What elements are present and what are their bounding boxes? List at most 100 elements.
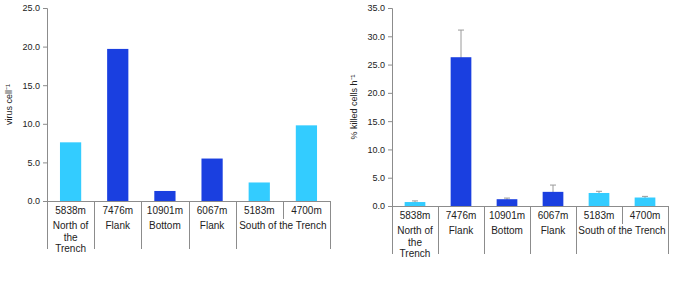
tick-mark — [43, 47, 47, 48]
tick: 20.0 — [367, 88, 392, 98]
tick: 7476m — [446, 206, 477, 221]
tick-label: 5838m — [400, 210, 431, 221]
tick-label: 4700m — [630, 210, 661, 221]
tick: 5838m — [400, 206, 431, 221]
plot-area — [405, 30, 656, 206]
tick: 15.0 — [22, 81, 47, 91]
tick-mark — [43, 201, 47, 202]
bar — [201, 159, 222, 201]
category-separator — [141, 201, 142, 249]
tick-mark — [43, 124, 47, 125]
tick-label: 4700m — [291, 205, 322, 216]
tick-label: 25.0 — [367, 60, 385, 70]
group-label: South of the Trench — [578, 225, 665, 236]
tick-label: 0.0 — [372, 201, 385, 211]
tick-mark — [43, 162, 47, 163]
tick-label: 15.0 — [22, 81, 40, 91]
tick: 25.0 — [22, 3, 47, 13]
tick: 5183m — [584, 206, 615, 221]
bar — [107, 49, 128, 201]
group-label: North oftheTrench — [397, 225, 433, 259]
tick-label: 25.0 — [22, 3, 40, 13]
category-separator — [47, 201, 48, 249]
tick: 4700m — [630, 206, 661, 221]
bar — [296, 125, 317, 201]
tick: 30.0 — [367, 32, 392, 42]
tick-label: 7476m — [446, 210, 477, 221]
tick-label: 30.0 — [367, 32, 385, 42]
group-label: Flank — [106, 220, 131, 231]
bar — [589, 193, 610, 206]
tick-label: 5183m — [584, 210, 615, 221]
tick-mark — [388, 149, 392, 150]
tick-label: 10.0 — [22, 119, 40, 129]
tick-label: 10901m — [489, 210, 525, 221]
tick: 10901m — [489, 206, 525, 221]
group-label: Flank — [541, 225, 566, 236]
category-separator — [438, 206, 439, 254]
category-separator — [236, 201, 237, 249]
tick-label: 10.0 — [367, 145, 385, 155]
tick-label: 5838m — [55, 205, 86, 216]
tick-label: 6067m — [197, 205, 228, 216]
tick-label: 6067m — [538, 210, 569, 221]
axis-line — [47, 201, 330, 202]
category-separator — [576, 206, 577, 254]
category-separator — [484, 206, 485, 254]
tick-mark — [43, 85, 47, 86]
x-axis: 5838m 7476m 10901m 6067m 5183m 4700m — [47, 201, 330, 216]
bar — [497, 199, 518, 206]
plot-area — [60, 49, 317, 201]
tick-label: 15.0 — [367, 117, 385, 127]
tick: 7476m — [102, 201, 133, 216]
tick: 6067m — [197, 201, 228, 216]
category-separator — [530, 206, 531, 254]
category-separator — [392, 206, 393, 254]
tick: 5183m — [244, 201, 275, 216]
tick: 6067m — [538, 206, 569, 221]
axis-title: virus cell⁻¹ — [4, 84, 14, 125]
tick: 5.0 — [372, 173, 392, 183]
group-label: North oftheTrench — [53, 220, 89, 254]
tick: 10901m — [147, 201, 183, 216]
tick-label: 5.0 — [27, 158, 40, 168]
group-label: Flank — [449, 225, 474, 236]
axis-line — [43, 9, 48, 202]
figure: 0.0 5.0 10.0 15.0 20.0 25.0 virus cell⁻¹ 5838m 7… — [0, 0, 678, 283]
group-label: Bottom — [491, 225, 523, 236]
bar — [60, 142, 81, 201]
tick-label: 10901m — [147, 205, 183, 216]
bar — [154, 191, 175, 201]
tick: 10.0 — [22, 119, 47, 129]
chart-panel: 0.0 5.0 10.0 15.0 20.0 25.0 virus cell⁻¹ 5838m 7… — [4, 3, 331, 254]
bar — [405, 202, 426, 206]
chart-panel: 0.0 5.0 10.0 15.0 20.0 25.0 30.0 35.0 % killed c… — [349, 3, 669, 259]
tick-label: 0.0 — [27, 196, 40, 206]
axis-line — [388, 9, 393, 207]
category-separator — [622, 206, 623, 224]
tick: 35.0 — [367, 3, 392, 13]
tick: 0.0 — [27, 196, 47, 206]
tick-mark — [388, 8, 392, 9]
tick: 4700m — [291, 201, 322, 216]
group-label: Bottom — [149, 220, 181, 231]
category-separator — [283, 201, 284, 219]
tick-mark — [388, 178, 392, 179]
tick: 10.0 — [367, 145, 392, 155]
bar — [451, 57, 472, 206]
axis-title: % killed cells h⁻¹ — [349, 74, 359, 139]
y-axis: 0.0 5.0 10.0 15.0 20.0 25.0 30.0 35.0 — [367, 3, 392, 211]
category-separator — [94, 201, 95, 249]
tick: 0.0 — [372, 201, 392, 211]
tick-label: 5183m — [244, 205, 275, 216]
tick-label: 20.0 — [367, 88, 385, 98]
tick: 20.0 — [22, 42, 47, 52]
tick-mark — [388, 93, 392, 94]
tick-label: 35.0 — [367, 3, 385, 13]
bar — [635, 198, 656, 206]
bar — [249, 182, 270, 201]
tick: 5.0 — [27, 158, 47, 168]
tick-mark — [388, 65, 392, 66]
category-separator — [189, 201, 190, 249]
group-label: South of the Trench — [239, 220, 326, 231]
